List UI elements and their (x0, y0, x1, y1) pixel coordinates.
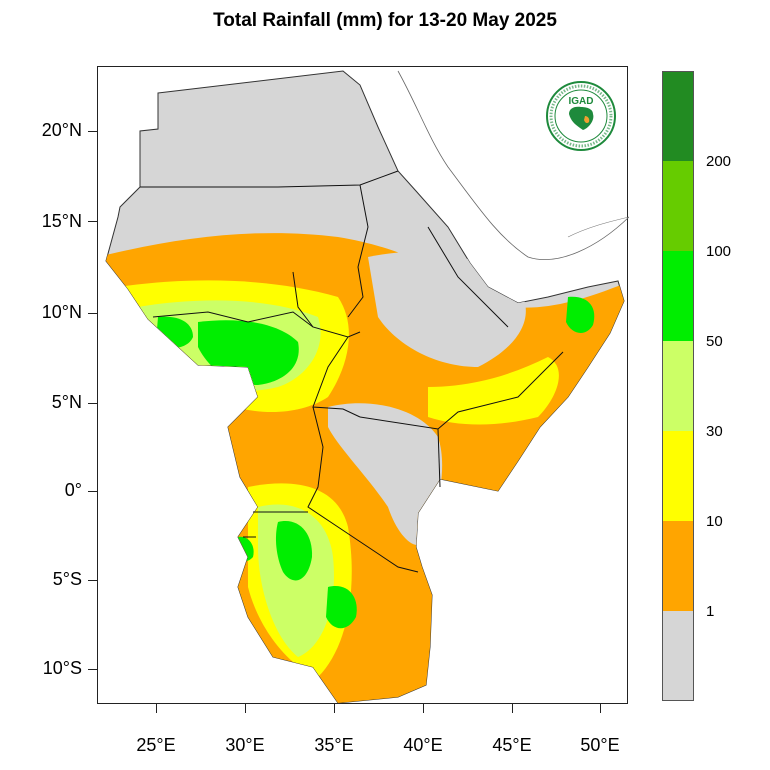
colorbar-label-1: 1 (706, 603, 715, 620)
colorbar-label-50: 50 (706, 333, 723, 350)
lat-label-5s: 5°S (52, 569, 82, 589)
lat-label-5n: 5°N (51, 392, 82, 412)
lon-label-35e: 35°E (314, 735, 354, 755)
red-sea-coast (397, 70, 629, 260)
lat-label-20n: 20°N (41, 120, 82, 140)
svg-text:IGAD: IGAD (569, 96, 594, 107)
lat-label-0: 0° (64, 480, 82, 500)
igad-logo: IGAD (546, 81, 616, 151)
colorbar-segment-100-200 (663, 161, 693, 251)
colorbar-label-30: 30 (706, 423, 723, 440)
lon-label-45e: 45°E (492, 735, 532, 755)
lon-label-40e: 40°E (403, 735, 443, 755)
country-borders (140, 170, 564, 573)
colorbar-segment-50-100 (663, 251, 693, 341)
colorbar (662, 71, 694, 701)
colorbar-segment-below-1 (663, 611, 693, 700)
lon-label-25e: 25°E (136, 735, 176, 755)
map-title: Total Rainfall (mm) for 13-20 May 2025 (213, 10, 557, 31)
colorbar-label-10: 10 (706, 513, 723, 530)
colorbar-segment-above-200 (663, 72, 693, 161)
colorbar-segment-30-50 (663, 341, 693, 431)
colorbar-label-200: 200 (706, 153, 732, 170)
lat-label-15n: 15°N (41, 211, 82, 231)
lat-label-10n: 10°N (41, 302, 82, 322)
lat-label-10s: 10°S (42, 658, 82, 678)
colorbar-segment-1-10 (663, 521, 693, 611)
lon-label-30e: 30°E (225, 735, 265, 755)
colorbar-segment-10-30 (663, 431, 693, 521)
rainfall-map (97, 66, 629, 704)
colorbar-label-100: 100 (706, 243, 732, 260)
lon-label-50e: 50°E (580, 735, 620, 755)
map-canvas (105, 70, 629, 704)
